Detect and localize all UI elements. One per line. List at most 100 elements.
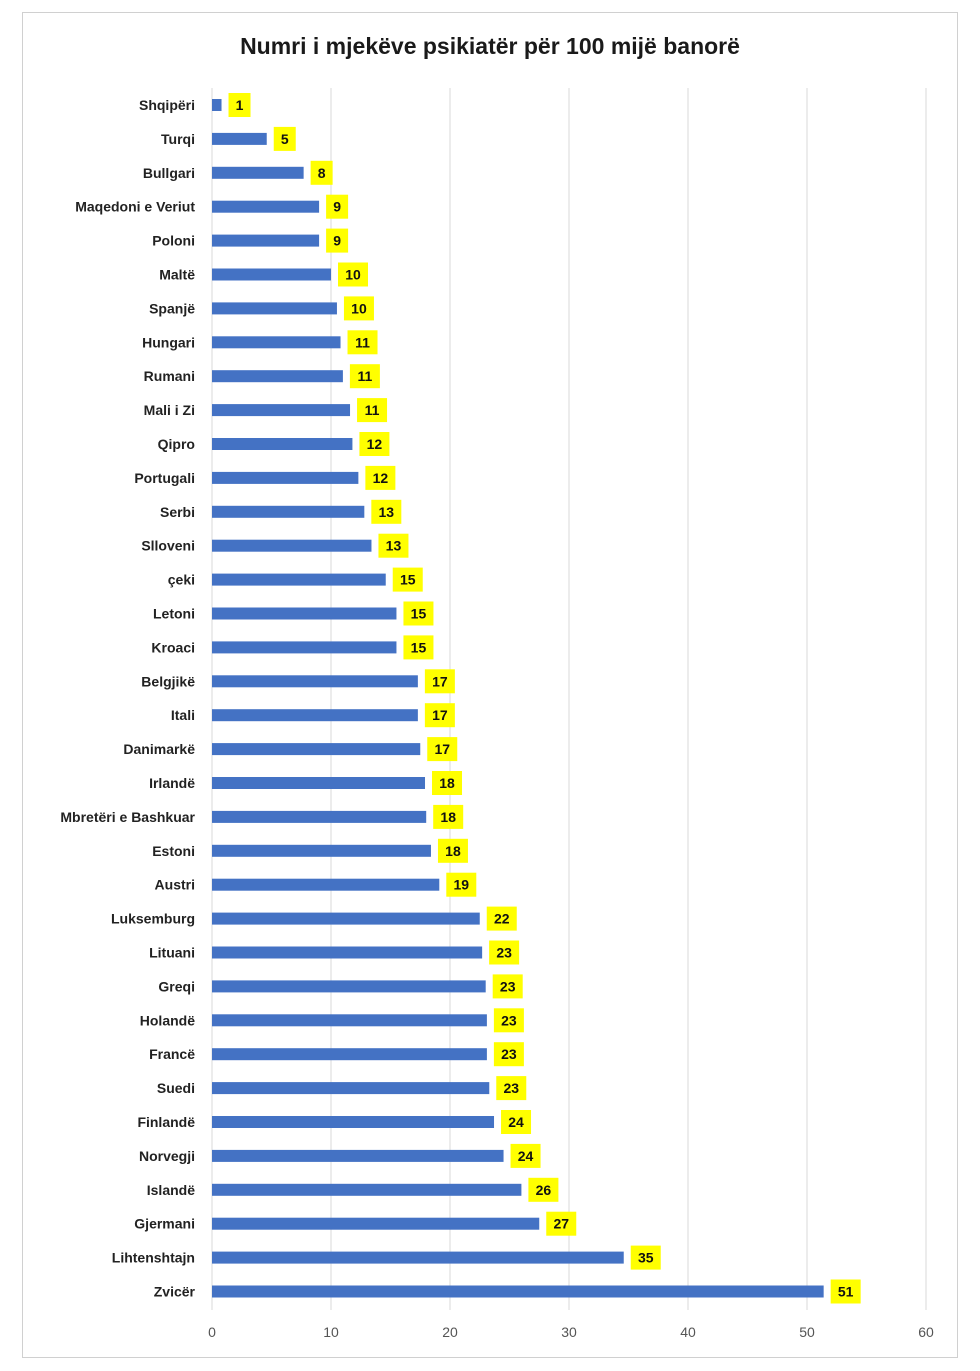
bar — [212, 302, 337, 315]
bar — [212, 777, 426, 789]
data-label: 15 — [411, 639, 427, 655]
data-label-box — [403, 601, 434, 626]
data-label: 24 — [508, 1114, 524, 1130]
data-label-box — [528, 1177, 559, 1202]
data-label: 18 — [439, 775, 455, 791]
bar — [212, 743, 421, 756]
category-label: Suedi — [157, 1080, 195, 1096]
data-label-box — [501, 1110, 532, 1134]
bar — [212, 234, 320, 247]
data-label-box — [365, 465, 396, 490]
bar — [212, 912, 480, 925]
data-label-box — [492, 974, 523, 999]
category-label: Islandë — [147, 1182, 195, 1198]
category-label: Luksemburg — [111, 911, 195, 927]
category-labels: Shqipëri Turqi Bullgari Maqedoni e Veriut Po… — [60, 97, 195, 1300]
data-label-box — [326, 194, 349, 219]
category-label: Danimarkë — [123, 741, 195, 757]
x-tick-label: 30 — [561, 1324, 577, 1340]
bars — [212, 99, 824, 1298]
data-label-box — [437, 838, 468, 863]
x-tick-label: 20 — [442, 1324, 458, 1340]
bar — [212, 1082, 490, 1095]
data-label: 51 — [838, 1284, 854, 1300]
bar — [212, 1217, 540, 1230]
category-label: Austri — [155, 877, 195, 893]
data-label: 5 — [281, 131, 289, 147]
bar — [212, 370, 343, 383]
category-label: Qipro — [158, 436, 195, 452]
bar — [212, 844, 431, 857]
data-label-box — [432, 771, 463, 795]
x-axis-ticks: 0 10 20 30 40 50 60 — [208, 1324, 934, 1340]
x-tick-label: 0 — [208, 1324, 216, 1340]
data-label: 27 — [553, 1216, 569, 1232]
bar — [212, 1285, 824, 1298]
category-label: Mbretëri e Bashkuar — [60, 809, 195, 825]
data-label: 23 — [501, 1012, 517, 1028]
x-tick-label: 40 — [680, 1324, 696, 1340]
data-label: 12 — [367, 436, 383, 452]
category-label: Francë — [149, 1046, 195, 1062]
data-label-box — [424, 669, 455, 694]
category-label: Irlandë — [149, 775, 195, 791]
category-label: Gjermani — [134, 1216, 195, 1232]
data-label-box — [228, 93, 251, 117]
bar — [212, 980, 486, 993]
data-label: 23 — [501, 1046, 517, 1062]
bar — [212, 438, 353, 450]
category-label: Norvegji — [139, 1148, 195, 1164]
bar — [212, 1048, 487, 1061]
bar — [212, 810, 427, 823]
bar — [212, 200, 320, 213]
data-label: 35 — [638, 1250, 654, 1266]
data-label: 10 — [345, 267, 361, 283]
data-label: 26 — [536, 1182, 552, 1198]
data-label-box — [310, 160, 333, 185]
category-label: Hungari — [142, 334, 195, 350]
category-label: Estoni — [152, 843, 195, 859]
bar — [212, 878, 440, 891]
data-label-box — [359, 432, 390, 456]
category-label: Itali — [171, 707, 195, 723]
bar — [212, 99, 222, 111]
category-label: Portugali — [134, 470, 195, 486]
data-label: 11 — [365, 402, 380, 418]
bar — [212, 607, 397, 620]
chart-title: Numri i mjekëve psikiatër për 100 mijë b… — [240, 33, 740, 59]
data-label: 9 — [333, 199, 341, 215]
category-label: Maqedoni e Veriut — [75, 199, 195, 215]
data-label-box — [546, 1211, 577, 1236]
bar — [212, 1149, 504, 1162]
data-label: 1 — [236, 97, 244, 113]
category-label: Belgjikë — [141, 673, 195, 689]
bar — [212, 166, 304, 179]
data-label-box — [510, 1143, 541, 1168]
data-label-box — [630, 1245, 661, 1270]
data-label-box — [427, 737, 458, 762]
category-label: Holandë — [140, 1012, 195, 1028]
data-label: 13 — [379, 504, 395, 520]
gridlines — [211, 88, 927, 1310]
category-label: Greqi — [158, 978, 195, 994]
category-label: Shqipëri — [139, 97, 195, 113]
category-label: Slloveni — [141, 538, 195, 554]
category-label: Finlandë — [137, 1114, 195, 1130]
data-label-box — [493, 1042, 524, 1067]
data-label: 24 — [518, 1148, 534, 1164]
category-label: Serbi — [160, 504, 195, 520]
category-label: Spanjë — [149, 300, 195, 316]
data-label-box — [493, 1008, 524, 1033]
data-label: 23 — [500, 978, 516, 994]
data-label: 17 — [432, 707, 448, 723]
category-label: Mali i Zi — [144, 402, 195, 418]
data-label: 12 — [373, 470, 389, 486]
bar — [212, 505, 365, 518]
data-label: 18 — [445, 843, 461, 859]
bar — [212, 132, 267, 145]
data-label-box — [371, 499, 402, 524]
data-label-box — [326, 228, 349, 253]
category-label: Letoni — [153, 606, 195, 622]
x-tick-label: 60 — [918, 1324, 934, 1340]
